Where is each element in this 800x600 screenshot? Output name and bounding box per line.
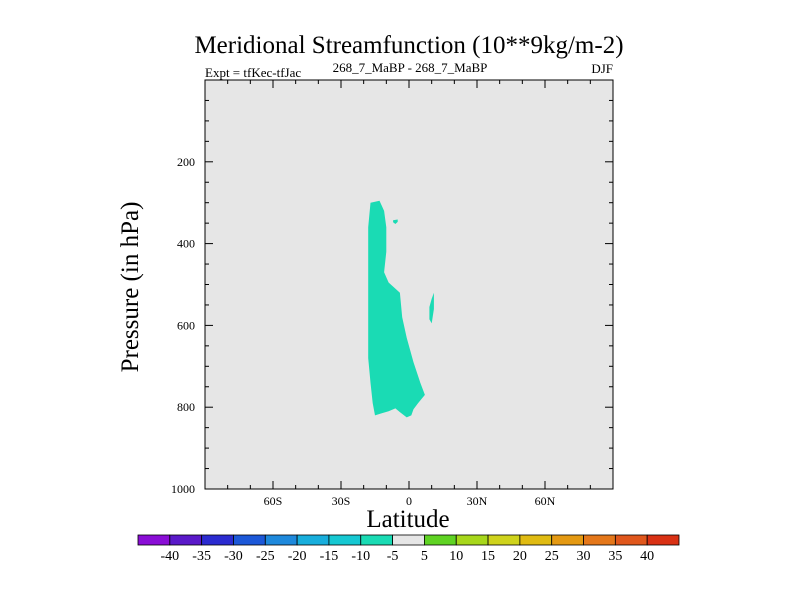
colorbar-label: 15 [481,549,495,564]
colorbar-box [137,534,171,546]
y-tick-label: 800 [177,400,195,414]
colorbar-box [296,534,330,546]
x-tick-label: 0 [406,494,412,508]
plot-area [205,80,613,489]
x-axis-label: Latitude [366,506,449,533]
x-tick-label: 30N [467,494,488,508]
contour-region-3 [429,292,434,324]
colorbar-box [583,534,616,546]
colorbar-label: -20 [288,549,307,564]
x-tick-label: 60N [535,494,556,508]
colorbar-box [519,534,553,546]
x-tick-label: 30S [332,494,351,508]
colorbar-label: -15 [320,549,339,564]
colorbar-label: 35 [608,549,622,564]
season-label: DJF [591,61,613,76]
contour-region-2 [393,219,398,224]
run-comparison-label: 268_7_MaBP - 268_7_MaBP [333,60,488,75]
axes: 60S 30S 0 30N 60N 200 400 600 800 1000 [171,79,614,508]
colorbar-box [614,534,648,546]
colorbar-label: 5 [421,549,428,564]
colorbar-label: 10 [449,549,463,564]
colorbar-box [424,534,457,546]
y-tick-label: 600 [177,318,195,332]
contour-region-1 [368,200,425,418]
colorbar-label: -30 [224,549,243,564]
y-tick-label: 1000 [171,482,195,496]
colorbar-box [487,534,521,546]
plot-background [205,80,613,489]
colorbar-label: -25 [256,549,275,564]
colorbar: -40 -35 -30 -25 -20 -15 -10 -5 5 10 15 20 25 30 35 40 [137,534,680,564]
chart-title: Meridional Streamfunction (10**9kg/m-2) [194,32,623,59]
colorbar-label: -5 [387,549,399,564]
experiment-label: Expt = tfKec-tfJac [205,65,301,80]
colorbar-label: -40 [160,549,179,564]
colorbar-box [646,534,680,546]
colorbar-box [201,534,234,546]
x-tick-label: 60S [264,494,283,508]
y-tick-label: 400 [177,237,195,251]
colorbar-box [455,534,489,546]
colorbar-label: -10 [351,549,370,564]
colorbar-label: 30 [577,549,591,564]
colorbar-label: 20 [513,549,527,564]
colorbar-box [233,534,266,546]
colorbar-label: -35 [192,549,211,564]
y-tick-label: 200 [177,155,195,169]
colorbar-label: 40 [640,549,654,564]
y-axis-label: Pressure (in hPa) [117,202,144,373]
colorbar-box [264,534,298,546]
colorbar-label: 25 [545,549,559,564]
colorbar-box [360,534,393,546]
colorbar-box [169,534,203,546]
colorbar-box [392,534,425,546]
colorbar-box [551,534,584,546]
colorbar-box [328,534,362,546]
